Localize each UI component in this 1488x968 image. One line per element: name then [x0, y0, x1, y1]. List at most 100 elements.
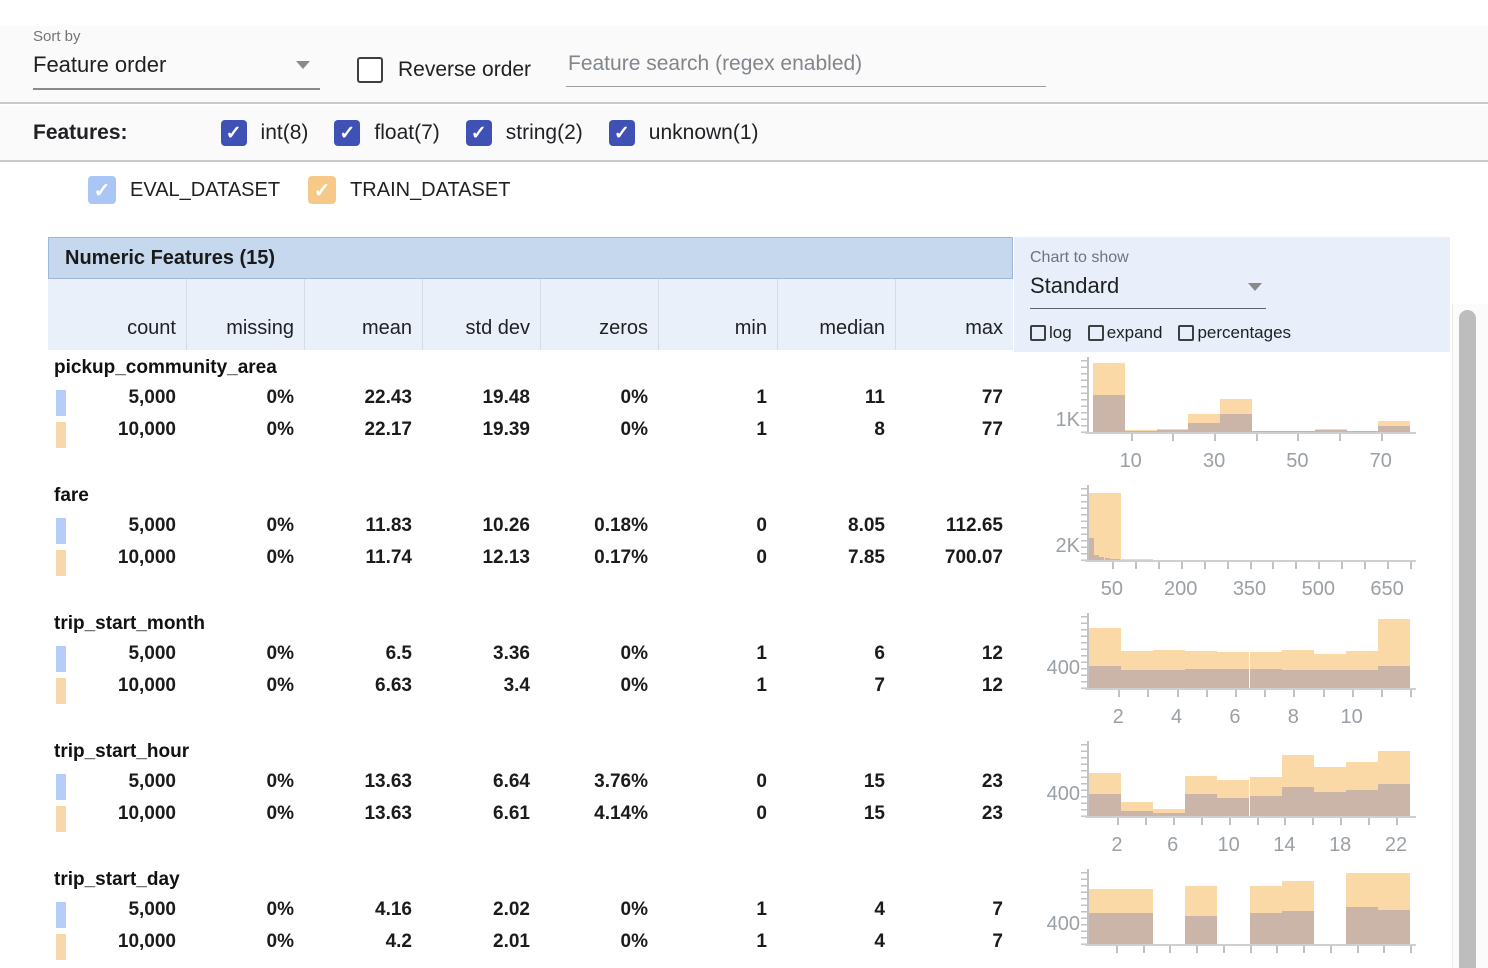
x-axis-tick	[1364, 562, 1366, 569]
checkbox-checked-icon: ✓	[466, 120, 492, 146]
dataset-color-swatch	[56, 646, 66, 672]
x-axis-tick-label: 200	[1164, 578, 1197, 601]
column-header-std-dev: std dev	[422, 279, 540, 350]
x-axis-tick-label: 14	[1273, 834, 1295, 857]
x-axis-tick	[1340, 818, 1342, 825]
vertical-scrollbar	[1452, 304, 1488, 968]
x-axis-tick	[1206, 690, 1208, 697]
x-axis-tick	[1410, 562, 1412, 569]
checkbox-unchecked-icon	[1178, 325, 1194, 341]
column-header-max: max	[895, 279, 1013, 350]
stat-cell-max: 12	[895, 675, 1013, 697]
stat-cell-std_dev: 2.02	[422, 899, 540, 921]
feature-type-label: string(2)	[506, 121, 583, 145]
feature-type-filter[interactable]: ✓int(8)	[221, 120, 309, 146]
stat-cell-zeros: 0%	[540, 643, 658, 665]
chart-option-percentages[interactable]: percentages	[1178, 323, 1291, 343]
column-header-mean: mean	[304, 279, 422, 350]
histogram-bar-eval	[1346, 790, 1378, 816]
stat-cell-zeros: 0%	[540, 931, 658, 953]
stat-cell-max: 12	[895, 643, 1013, 665]
y-axis-ruler	[1081, 869, 1089, 945]
feature-type-filter[interactable]: ✓ string(2)	[466, 120, 583, 146]
chart-option-expand[interactable]: expand	[1088, 323, 1163, 343]
x-axis-tick	[1181, 562, 1183, 569]
x-axis-tick	[1381, 690, 1383, 697]
x-axis-line	[1085, 432, 1416, 434]
histogram-bar-eval	[1121, 913, 1153, 944]
y-axis-ruler	[1081, 613, 1089, 689]
dataset-name-label: EVAL_DATASET	[130, 179, 280, 202]
stat-cell-mean: 6.63	[304, 675, 422, 697]
histogram-bar-eval	[1282, 670, 1314, 688]
checkbox-checked-icon: ✓	[88, 176, 116, 204]
column-header-count: count	[48, 279, 186, 350]
x-axis-line	[1085, 816, 1416, 818]
stat-cell-mean: 22.43	[304, 387, 422, 409]
stat-cell-median: 11	[777, 387, 895, 409]
x-axis-tick-label: 70	[1370, 450, 1392, 473]
stat-cell-zeros: 0%	[540, 675, 658, 697]
column-header-min: min	[658, 279, 777, 350]
x-axis-tick	[1323, 690, 1325, 697]
histogram-bar-eval	[1315, 430, 1347, 432]
x-axis-tick	[1330, 946, 1332, 953]
x-axis-tick	[1143, 946, 1145, 953]
feature-type-filter[interactable]: ✓float(7)	[334, 120, 439, 146]
search-input[interactable]	[566, 46, 1046, 87]
feature-group: trip_start_month5,0000%6.53.360%161210,0…	[48, 606, 1013, 734]
feature-stats-table: pickup_community_area5,0000%22.4319.480%…	[48, 350, 1013, 968]
stat-cell-zeros: 0.18%	[540, 515, 658, 537]
sort-by-label: Sort by	[33, 28, 323, 45]
stat-cell-min: 0	[658, 547, 777, 569]
stat-cell-min: 0	[658, 515, 777, 537]
histogram-bar-eval	[1185, 794, 1217, 816]
x-axis-tick	[1116, 946, 1118, 953]
stats-column-headers: countmissingmeanstd devzerosminmedianmax	[48, 279, 1013, 350]
chart-option-log[interactable]: log	[1030, 323, 1072, 343]
x-axis-tick-label: 6	[1167, 834, 1178, 857]
x-axis-tick	[1250, 562, 1252, 569]
stat-cell-count: 10,000	[48, 419, 186, 441]
stat-cell-mean: 22.17	[304, 419, 422, 441]
histogram-bar-eval	[1250, 913, 1282, 944]
dataset-checkbox[interactable]: ✓ EVAL_DATASET	[88, 176, 280, 204]
stat-cell-max: 23	[895, 771, 1013, 793]
stat-cell-missing: 0%	[186, 547, 304, 569]
stat-cell-missing: 0%	[186, 803, 304, 825]
scrollbar-thumb[interactable]	[1459, 310, 1476, 968]
features-label: Features:	[33, 121, 128, 145]
stat-cell-mean: 6.5	[304, 643, 422, 665]
x-axis-tick	[1118, 690, 1120, 697]
stat-cell-mean: 13.63	[304, 803, 422, 825]
stat-cell-max: 7	[895, 899, 1013, 921]
x-axis-line	[1085, 688, 1416, 690]
dataset-color-swatch	[56, 422, 66, 448]
stat-cell-median: 4	[777, 899, 895, 921]
x-axis-tick	[1227, 562, 1229, 569]
chart-type-select[interactable]: Standard	[1030, 273, 1266, 309]
x-axis-tick-label: 650	[1370, 578, 1403, 601]
histogram-bar-eval	[1378, 784, 1410, 816]
feature-name: trip_start_hour	[48, 734, 1013, 766]
feature-type-filter-bar: Features: ✓int(8)✓float(7)✓string(2)✓unk…	[0, 106, 1488, 162]
stat-cell-count: 5,000	[48, 515, 186, 537]
x-axis-tick	[1177, 690, 1179, 697]
feature-type-filter[interactable]: ✓unknown(1)	[609, 120, 759, 146]
x-axis-tick-label: 500	[1302, 578, 1335, 601]
dataset-checkbox[interactable]: ✓TRAIN_DATASET	[308, 176, 510, 204]
x-axis-tick	[1352, 690, 1354, 697]
stat-cell-median: 4	[777, 931, 895, 953]
stat-cell-max: 700.07	[895, 547, 1013, 569]
x-axis-tick	[1295, 562, 1297, 569]
sort-by-select[interactable]: Feature order	[33, 52, 320, 90]
x-axis-tick	[1264, 690, 1266, 697]
histogram-bar-eval	[1125, 431, 1157, 432]
histogram-bar-eval	[1157, 430, 1189, 432]
sort-by-control: Sort by Feature order	[33, 28, 323, 90]
x-axis-tick	[1250, 946, 1252, 953]
reverse-order-checkbox[interactable]: Reverse order	[357, 57, 531, 83]
checkbox-checked-icon: ✓	[334, 120, 360, 146]
stat-cell-min: 1	[658, 675, 777, 697]
stat-cell-missing: 0%	[186, 643, 304, 665]
